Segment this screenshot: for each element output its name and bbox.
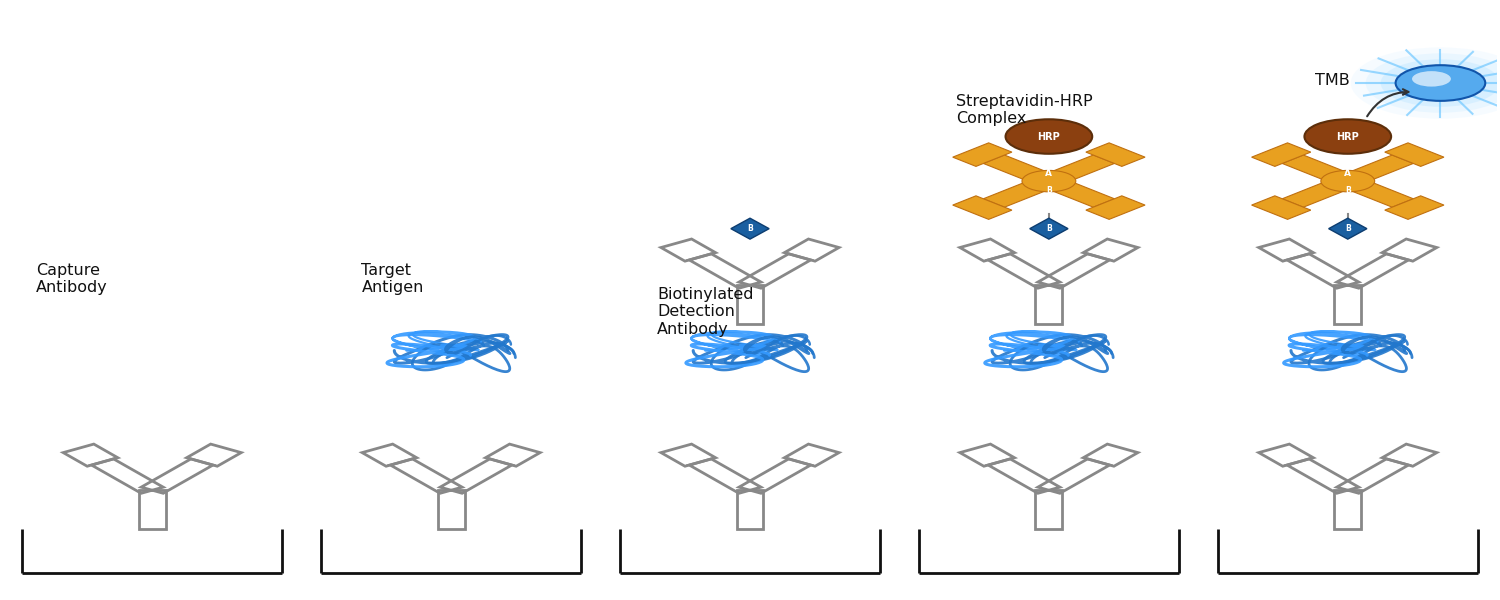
Text: Target
Antigen: Target Antigen xyxy=(362,263,424,295)
Polygon shape xyxy=(1086,196,1144,220)
Polygon shape xyxy=(1251,196,1311,220)
Polygon shape xyxy=(952,196,1012,220)
Polygon shape xyxy=(1086,143,1144,166)
Circle shape xyxy=(1395,65,1485,101)
Text: A: A xyxy=(1344,169,1352,178)
Polygon shape xyxy=(984,155,1059,185)
Text: B: B xyxy=(1346,186,1350,195)
Polygon shape xyxy=(1336,155,1413,185)
Circle shape xyxy=(1352,47,1500,119)
Text: B: B xyxy=(1346,224,1350,233)
Polygon shape xyxy=(1282,177,1359,207)
Polygon shape xyxy=(952,143,1012,166)
Polygon shape xyxy=(1384,196,1444,220)
Text: TMB: TMB xyxy=(1316,73,1350,88)
Polygon shape xyxy=(1038,155,1114,185)
Text: Streptavidin-HRP
Complex: Streptavidin-HRP Complex xyxy=(956,94,1094,126)
Text: A: A xyxy=(1046,169,1053,178)
Polygon shape xyxy=(1384,143,1444,166)
Polygon shape xyxy=(1329,218,1366,239)
Circle shape xyxy=(1022,170,1076,192)
Text: B: B xyxy=(1046,186,1052,195)
Polygon shape xyxy=(1038,177,1114,207)
Polygon shape xyxy=(984,177,1059,207)
Polygon shape xyxy=(1336,177,1413,207)
Text: HRP: HRP xyxy=(1336,131,1359,142)
Text: Biotinylated
Detection
Antibody: Biotinylated Detection Antibody xyxy=(657,287,754,337)
Text: HRP: HRP xyxy=(1038,131,1060,142)
Polygon shape xyxy=(1282,155,1359,185)
Circle shape xyxy=(1322,170,1374,192)
Ellipse shape xyxy=(1305,119,1390,154)
Circle shape xyxy=(1412,71,1450,86)
Text: B: B xyxy=(747,224,753,233)
Polygon shape xyxy=(1030,218,1068,239)
Text: B: B xyxy=(1046,224,1052,233)
Polygon shape xyxy=(730,218,770,239)
Circle shape xyxy=(1380,59,1500,107)
Polygon shape xyxy=(1251,143,1311,166)
Ellipse shape xyxy=(1005,119,1092,154)
Text: Capture
Antibody: Capture Antibody xyxy=(36,263,108,295)
Circle shape xyxy=(1365,53,1500,113)
